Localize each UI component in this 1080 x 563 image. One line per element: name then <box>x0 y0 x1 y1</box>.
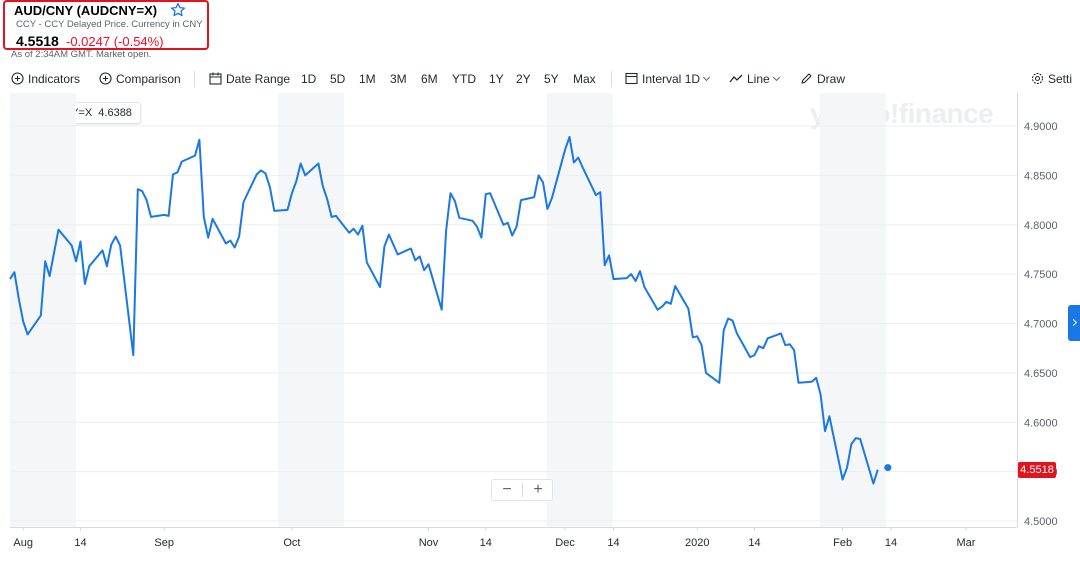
x-tick-label: Dec <box>555 537 575 549</box>
price-line <box>10 137 878 484</box>
x-tick-label: Oct <box>283 537 300 549</box>
month-shade-band <box>10 93 76 527</box>
x-tick-label: Feb <box>833 537 852 549</box>
y-tick-label: 4.7500 <box>1024 269 1058 281</box>
x-tick-label: 14 <box>885 537 897 549</box>
zoom-in-button[interactable]: + <box>523 480 553 500</box>
zoom-out-button[interactable]: − <box>492 480 522 500</box>
zoom-control: − + <box>491 479 553 501</box>
x-tick-label: 14 <box>74 537 86 549</box>
month-shade-band <box>820 93 886 527</box>
x-tick-label: Aug <box>13 537 33 549</box>
current-price-flag: 4.5518 <box>1018 462 1056 478</box>
x-tick-label: 14 <box>748 537 760 549</box>
month-shade-band <box>547 93 613 527</box>
y-tick-label: 4.9000 <box>1024 121 1058 133</box>
x-tick-label: Mar <box>956 537 975 549</box>
x-tick-label: Sep <box>154 537 174 549</box>
x-tick-label: 14 <box>480 537 492 549</box>
y-tick-label: 4.7000 <box>1024 319 1058 331</box>
x-tick-label: 14 <box>607 537 619 549</box>
month-shade-band <box>278 93 344 527</box>
y-tick-label: 4.8500 <box>1024 170 1058 182</box>
y-tick-label: 4.6500 <box>1024 368 1058 380</box>
x-tick-label: Nov <box>419 537 439 549</box>
last-price-dot <box>884 464 891 471</box>
y-tick-label: 4.6000 <box>1024 417 1058 429</box>
expand-panel-tab[interactable] <box>1068 305 1080 341</box>
x-tick-label: 2020 <box>685 537 709 549</box>
y-tick-label: 4.8000 <box>1024 220 1058 232</box>
y-tick-label: 4.5000 <box>1024 516 1058 528</box>
